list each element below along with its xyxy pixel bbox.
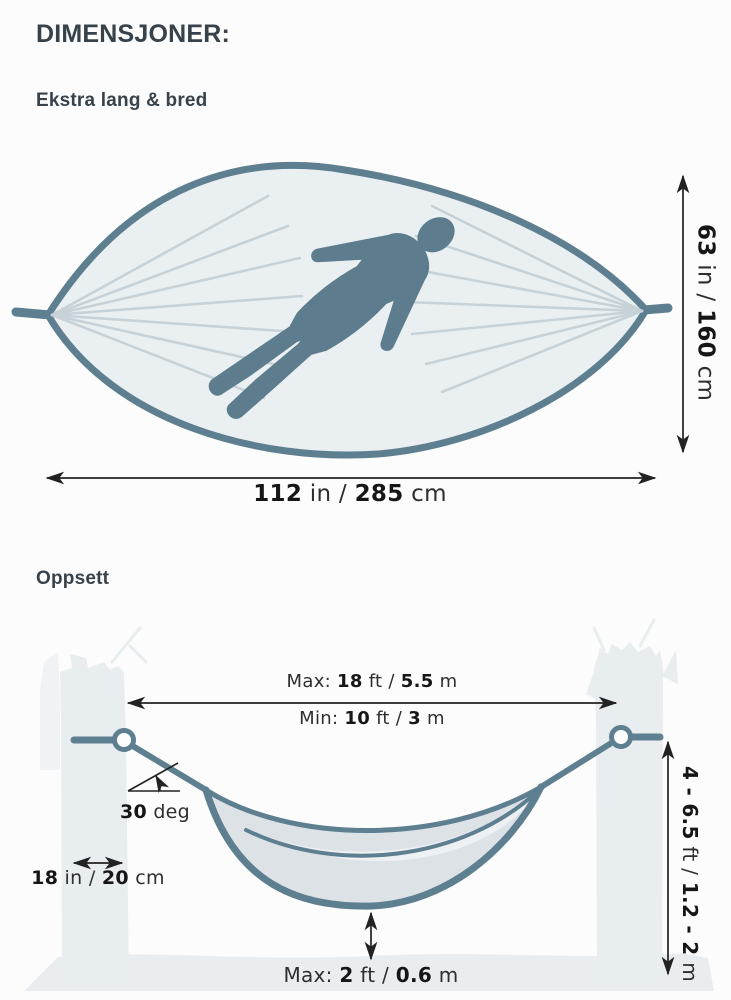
sag-label: Max: 2 ft / 0.6 m [271,964,471,987]
dim-number: 63 [692,224,719,257]
left-suspension-stub [11,307,55,320]
person-silhouette [208,217,455,419]
dim-unit: in / [58,867,102,889]
right-strap-ring [538,725,664,790]
dim-prefix: Max: [286,671,338,692]
variant-subtitle: Ekstra lang & bred [36,90,208,111]
dim-unit: ft / [370,708,409,729]
dim-unit: deg [146,801,191,823]
page-title: DIMENSJONER: [36,20,231,48]
hammock-top-view-illustration [11,161,673,459]
dim-unit: cm [128,867,165,889]
dim-unit: in / [302,481,355,507]
dim-number: 30 [119,801,147,823]
top-width-label: 112 in / 285 cm [250,481,450,507]
dim-number: 2 [339,963,354,987]
dim-number: 10 [344,708,371,729]
setup-heading: Oppsett [36,568,110,589]
right-end-fan-lines [404,204,644,394]
back-rim [203,784,544,833]
dim-prefix: Min: [299,708,345,729]
dim-unit: m [433,671,458,692]
left-end-fan-lines [50,194,304,400]
hammock-side-view [202,783,545,910]
dim-number: 18 [337,671,363,692]
right-tree [586,618,678,985]
span-max-label: Max: 18 ft / 5.5 m [222,671,522,693]
dim-number: 3 [408,708,421,729]
angle-label: 30 deg [109,801,201,824]
dim-unit: m [432,963,459,987]
span-min-label: Min: 10 ft / 3 m [222,708,522,730]
dim-number: 5.5 [400,671,434,692]
dim-number: 1.2 - 2 [678,881,702,956]
dim-unit: m [420,708,445,729]
dim-number: 112 [253,481,303,507]
dim-unit: ft / [678,839,702,882]
front-rim [202,783,545,910]
dim-unit: cm [692,358,719,402]
dim-unit: ft / [362,671,401,692]
dim-number: 18 [31,867,59,889]
dim-prefix: Max: [283,963,340,987]
right-rope [538,739,616,790]
angle-indicator-icon [127,762,180,794]
setup-illustration [24,618,714,991]
dim-number: 285 [354,481,404,507]
top-height-label: 63 in / 160 cm [692,172,718,454]
dim-number: 160 [692,309,719,359]
hang-height-label: 4 - 6.5 ft / 1.2 - 2 m [678,766,702,982]
dim-unit: m [678,955,702,982]
dim-number: 0.6 [395,963,433,987]
dim-number: 4 - 6.5 [678,766,702,840]
dim-unit: ft / [353,963,396,987]
inner-lip [244,788,541,858]
dim-unit: in / [692,256,719,310]
ground [24,953,714,991]
dim-number: 20 [101,867,129,889]
tree-width-label: 18 in / 20 cm [8,867,188,890]
dim-unit: cm [403,481,447,507]
